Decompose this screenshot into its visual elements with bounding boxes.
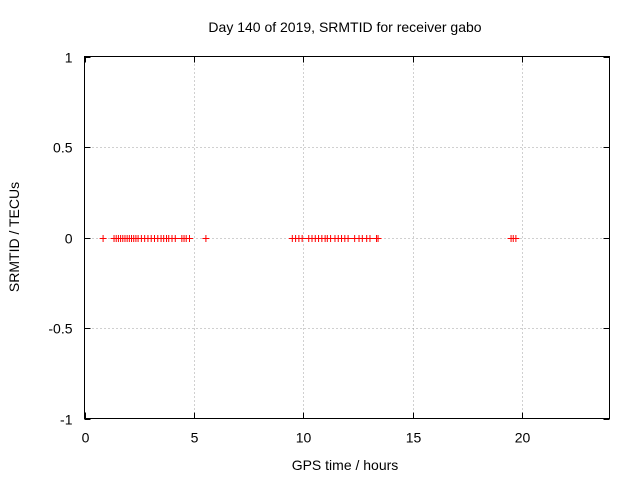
axis-ticks	[84, 56, 610, 420]
grid-lines	[84, 56, 610, 419]
x-tick-label-0: 0	[82, 430, 90, 446]
y-tick-label-0: -1	[60, 412, 73, 428]
x-axis-label: GPS time / hours	[292, 457, 399, 473]
x-tick-label-2: 10	[296, 430, 312, 446]
data-point-56	[512, 235, 520, 242]
plot-frame	[84, 56, 610, 419]
data-point-0	[99, 235, 107, 242]
tick-labels: 0 5 10 15 20 -1 -0.5 0 0.5 1	[48, 50, 530, 446]
x-tick-label-4: 20	[515, 430, 531, 446]
y-tick-label-2: 0	[65, 231, 73, 247]
x-tick-label-3: 15	[406, 430, 422, 446]
data-point-53	[374, 235, 382, 242]
x-tick-label-1: 5	[191, 430, 199, 446]
data-point-33	[298, 235, 306, 242]
y-tick-label-3: 0.5	[53, 140, 73, 156]
data-point-29	[202, 235, 210, 242]
data-points	[99, 235, 520, 242]
y-tick-label-4: 1	[65, 50, 73, 66]
data-point-24	[171, 235, 179, 242]
chart-title: Day 140 of 2019, SRMTID for receiver gab…	[208, 19, 481, 35]
data-point-28	[186, 235, 193, 242]
y-tick-label-1: -0.5	[48, 321, 72, 337]
data-point-46	[344, 235, 352, 242]
y-axis-label: SRMTID / TECUs	[6, 182, 22, 292]
data-point-51	[366, 235, 374, 242]
